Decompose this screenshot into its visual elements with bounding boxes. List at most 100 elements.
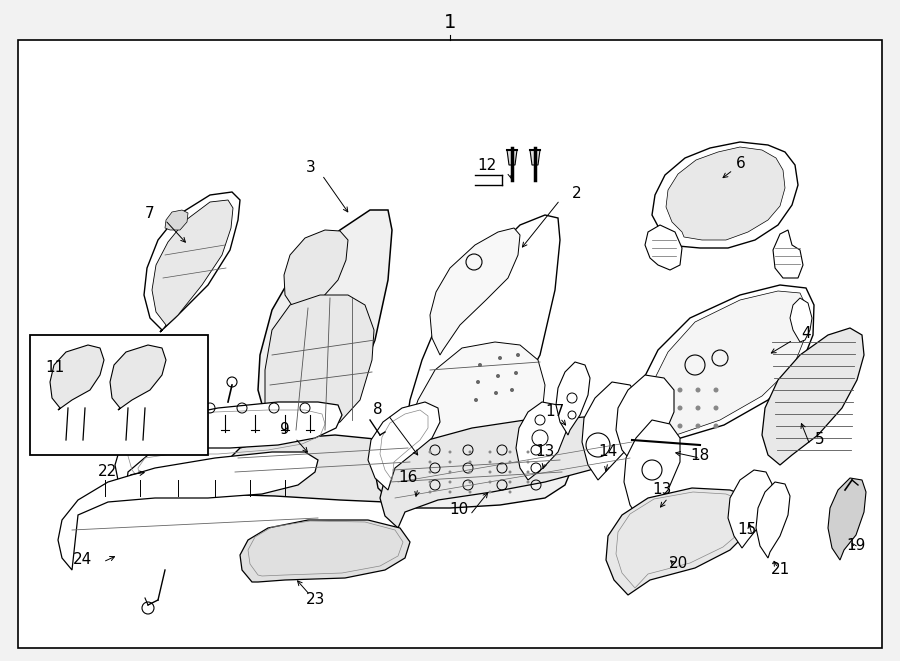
- Circle shape: [469, 461, 472, 463]
- Text: 17: 17: [545, 405, 564, 420]
- Text: 5: 5: [815, 432, 824, 447]
- Polygon shape: [375, 438, 572, 508]
- Polygon shape: [606, 488, 758, 595]
- Polygon shape: [265, 295, 374, 435]
- Circle shape: [75, 387, 77, 389]
- Circle shape: [498, 356, 502, 360]
- Circle shape: [67, 377, 69, 379]
- Polygon shape: [110, 345, 166, 410]
- Polygon shape: [624, 420, 680, 520]
- Polygon shape: [790, 298, 812, 342]
- Circle shape: [489, 461, 491, 463]
- Text: 3: 3: [306, 161, 316, 176]
- Polygon shape: [152, 200, 233, 328]
- Circle shape: [514, 371, 518, 375]
- Circle shape: [428, 471, 431, 473]
- Polygon shape: [258, 210, 392, 435]
- Circle shape: [469, 490, 472, 494]
- Text: 2: 2: [572, 186, 581, 200]
- Polygon shape: [405, 215, 560, 482]
- Polygon shape: [380, 415, 638, 528]
- Circle shape: [508, 490, 511, 494]
- Circle shape: [510, 388, 514, 392]
- Circle shape: [428, 481, 431, 483]
- Text: 18: 18: [691, 447, 710, 463]
- Polygon shape: [645, 225, 682, 270]
- Circle shape: [678, 387, 682, 393]
- Circle shape: [696, 405, 700, 410]
- Polygon shape: [666, 147, 785, 240]
- Polygon shape: [828, 478, 866, 560]
- Polygon shape: [728, 470, 772, 548]
- Polygon shape: [240, 520, 410, 582]
- Circle shape: [75, 377, 77, 379]
- Text: 9: 9: [280, 422, 290, 438]
- Circle shape: [428, 490, 431, 494]
- Circle shape: [428, 461, 431, 463]
- Circle shape: [508, 451, 511, 453]
- Circle shape: [448, 490, 452, 494]
- Circle shape: [469, 471, 472, 473]
- Polygon shape: [368, 402, 440, 490]
- Circle shape: [508, 471, 511, 473]
- Polygon shape: [50, 345, 104, 410]
- Text: 8: 8: [374, 403, 382, 418]
- Circle shape: [526, 451, 529, 453]
- Circle shape: [448, 481, 452, 483]
- Circle shape: [714, 405, 718, 410]
- Polygon shape: [616, 375, 674, 462]
- Circle shape: [508, 481, 511, 483]
- Polygon shape: [144, 192, 240, 332]
- Circle shape: [526, 461, 529, 463]
- Polygon shape: [165, 210, 188, 230]
- Text: 4: 4: [801, 325, 811, 340]
- Polygon shape: [652, 291, 807, 442]
- Text: 23: 23: [306, 592, 326, 607]
- Circle shape: [516, 353, 520, 357]
- Circle shape: [448, 471, 452, 473]
- Circle shape: [489, 481, 491, 483]
- Circle shape: [714, 424, 718, 428]
- Circle shape: [83, 366, 86, 369]
- Text: 24: 24: [73, 553, 92, 568]
- Circle shape: [83, 387, 86, 389]
- Polygon shape: [228, 435, 415, 502]
- Text: 7: 7: [144, 206, 154, 221]
- Circle shape: [478, 363, 482, 367]
- Circle shape: [469, 451, 472, 453]
- Text: 14: 14: [598, 444, 617, 459]
- Text: 15: 15: [738, 522, 757, 537]
- Text: 22: 22: [98, 465, 117, 479]
- Circle shape: [67, 387, 69, 389]
- Circle shape: [696, 424, 700, 428]
- Text: 6: 6: [736, 155, 746, 171]
- Text: 16: 16: [399, 471, 418, 485]
- Text: 20: 20: [669, 555, 688, 570]
- Circle shape: [508, 461, 511, 463]
- Circle shape: [474, 398, 478, 402]
- Circle shape: [448, 451, 452, 453]
- Text: 10: 10: [449, 502, 469, 518]
- Polygon shape: [507, 150, 517, 165]
- Text: 1: 1: [444, 13, 456, 32]
- Circle shape: [75, 366, 77, 369]
- Circle shape: [696, 387, 700, 393]
- Circle shape: [678, 405, 682, 410]
- Bar: [30, 335, 208, 455]
- Polygon shape: [773, 230, 803, 278]
- Polygon shape: [516, 402, 566, 480]
- Text: 21: 21: [770, 563, 789, 578]
- Polygon shape: [530, 150, 540, 165]
- Circle shape: [428, 451, 431, 453]
- Polygon shape: [408, 342, 545, 483]
- Text: 19: 19: [846, 537, 866, 553]
- Polygon shape: [58, 452, 318, 570]
- Circle shape: [526, 471, 529, 473]
- Text: 13: 13: [652, 483, 672, 498]
- Polygon shape: [652, 142, 798, 248]
- Circle shape: [476, 380, 480, 384]
- Polygon shape: [756, 482, 790, 558]
- Text: 12: 12: [478, 157, 497, 173]
- Text: 11: 11: [45, 360, 65, 375]
- Circle shape: [714, 387, 718, 393]
